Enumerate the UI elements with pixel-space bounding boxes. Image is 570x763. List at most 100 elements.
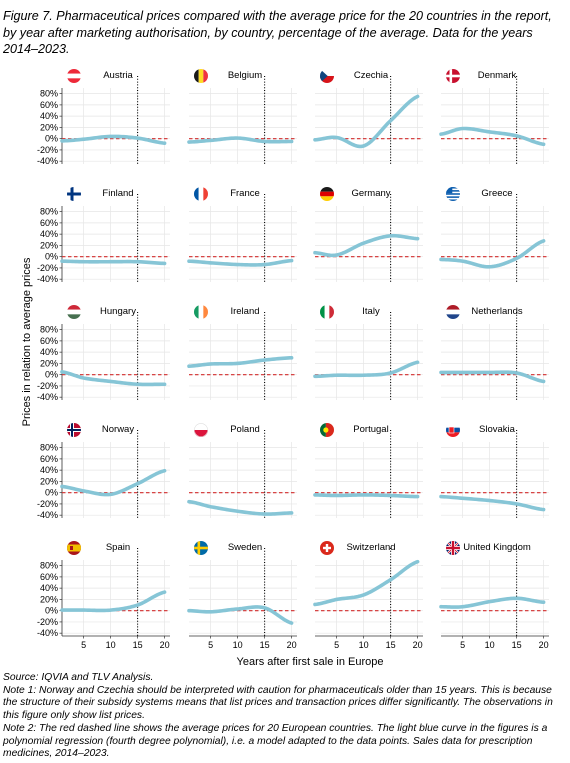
- flag-stripe: [446, 191, 460, 194]
- flag-emblem: [70, 546, 73, 550]
- note-1: Note 1: Norway and Czechia should be int…: [3, 684, 553, 722]
- y-tick-label: 40%: [40, 347, 58, 357]
- panel-title: United Kingdom: [463, 542, 531, 553]
- y-tick-label: 0%: [45, 134, 58, 144]
- flag-band: [446, 314, 460, 319]
- y-tick-label: 60%: [40, 454, 58, 464]
- y-tick-label: 20%: [40, 594, 58, 604]
- panel-slovakia: Slovakia: [439, 423, 549, 518]
- flag-band: [325, 423, 334, 437]
- x-tick-label: 10: [485, 640, 495, 650]
- figure-title: Figure 7. Pharmaceutical prices compared…: [3, 9, 552, 56]
- flag-no-icon: [67, 423, 81, 437]
- flag-band: [324, 305, 330, 319]
- flag-band: [320, 187, 334, 192]
- panel-germany: Germany: [313, 187, 423, 282]
- panel-title: Belgium: [228, 70, 262, 81]
- panel-denmark: Denmark: [439, 69, 549, 164]
- x-tick-label: 10: [233, 640, 243, 650]
- regression-curve: [60, 259, 167, 266]
- small-multiples-chart: Prices in relation to average prices Yea…: [21, 69, 549, 668]
- panel-title: Spain: [106, 542, 130, 553]
- regression-curve: [187, 605, 294, 625]
- regression-curve: [439, 370, 546, 384]
- panel-title: Portugal: [353, 424, 388, 435]
- source-note: Source: IQVIA and TLV Analysis.: [3, 672, 154, 683]
- y-tick-label: -20%: [37, 617, 58, 627]
- flag-ch-icon: [320, 541, 334, 555]
- flag-band: [446, 423, 460, 428]
- x-tick-label: 20: [413, 640, 423, 650]
- y-tick-label: -20%: [37, 499, 58, 509]
- panel-netherlands: Netherlands: [439, 305, 549, 400]
- regression-curve: [187, 499, 294, 516]
- y-tick-label: 80%: [40, 207, 58, 217]
- panel-portugal: Portugal: [313, 423, 423, 518]
- flag-band: [320, 76, 334, 83]
- x-tick-label: 15: [260, 640, 270, 650]
- flag-band: [194, 423, 208, 430]
- flag-se-icon: [194, 541, 208, 555]
- panel-czechia: Czechia: [313, 69, 423, 164]
- flag-band: [198, 305, 204, 319]
- x-tick-label: 15: [133, 640, 143, 650]
- y-tick-label: 20%: [40, 358, 58, 368]
- figure-notes: Source: IQVIA and TLV Analysis. Note 1: …: [3, 672, 563, 761]
- y-tick-label: -40%: [37, 510, 58, 520]
- panel-title: Netherlands: [471, 306, 522, 317]
- flag-canton: [446, 187, 453, 194]
- x-tick-label: 15: [386, 640, 396, 650]
- flag-band: [203, 187, 208, 201]
- y-tick-label: -40%: [37, 392, 58, 402]
- flag-band: [320, 423, 326, 437]
- flag-cross: [446, 74, 460, 78]
- y-tick-label: 40%: [40, 229, 58, 239]
- flag-at-icon: [67, 69, 81, 83]
- panel-switzerland: 5 10 15 20 Switzerland: [313, 541, 423, 650]
- flag-fi-icon: [67, 187, 81, 201]
- y-tick-label: -20%: [37, 263, 58, 273]
- y-tick-label: 0%: [45, 488, 58, 498]
- y-tick-label: 0%: [45, 606, 58, 616]
- flag-be-icon: [194, 69, 208, 83]
- flag-stripe: [446, 187, 460, 189]
- flag-de-icon: [320, 187, 334, 201]
- flag-sk-icon: [446, 423, 460, 437]
- flag-ie-icon: [194, 305, 208, 319]
- flag-band: [67, 309, 81, 315]
- regression-curve: [187, 136, 294, 144]
- y-tick-label: 60%: [40, 336, 58, 346]
- flag-band: [320, 196, 334, 201]
- flag-dk-icon: [446, 69, 460, 83]
- panel-title: Switzerland: [346, 542, 395, 553]
- regression-curve: [313, 233, 420, 258]
- flag-cross: [446, 546, 460, 550]
- regression-curve: [439, 239, 546, 269]
- flag-stripe: [446, 194, 460, 197]
- flag-band: [67, 69, 81, 74]
- y-tick-label: -20%: [37, 145, 58, 155]
- regression-curve: [60, 134, 167, 145]
- panel-title: Ireland: [230, 306, 259, 317]
- x-tick-label: 10: [106, 640, 116, 650]
- flag-outline: [194, 423, 208, 437]
- flag-hu-icon: [67, 305, 81, 319]
- panel-title: Finland: [102, 188, 133, 199]
- flag-band: [67, 78, 81, 83]
- y-tick-label: 40%: [40, 583, 58, 593]
- flag-stripe: [446, 197, 460, 200]
- flag-triangle: [320, 69, 328, 83]
- panel-title: Austria: [103, 70, 133, 81]
- panel-ireland: Ireland: [187, 305, 297, 400]
- regression-curve: [313, 94, 420, 149]
- x-tick-label: 20: [539, 640, 549, 650]
- flag-band: [446, 432, 460, 437]
- flag-band: [320, 191, 334, 197]
- y-tick-label: 60%: [40, 218, 58, 228]
- x-tick-label: 20: [287, 640, 297, 650]
- panel-belgium: Belgium: [187, 69, 297, 164]
- y-tick-label: 20%: [40, 240, 58, 250]
- flag-band: [194, 187, 199, 201]
- panel-poland: Poland: [187, 423, 297, 518]
- y-tick-label: -40%: [37, 628, 58, 638]
